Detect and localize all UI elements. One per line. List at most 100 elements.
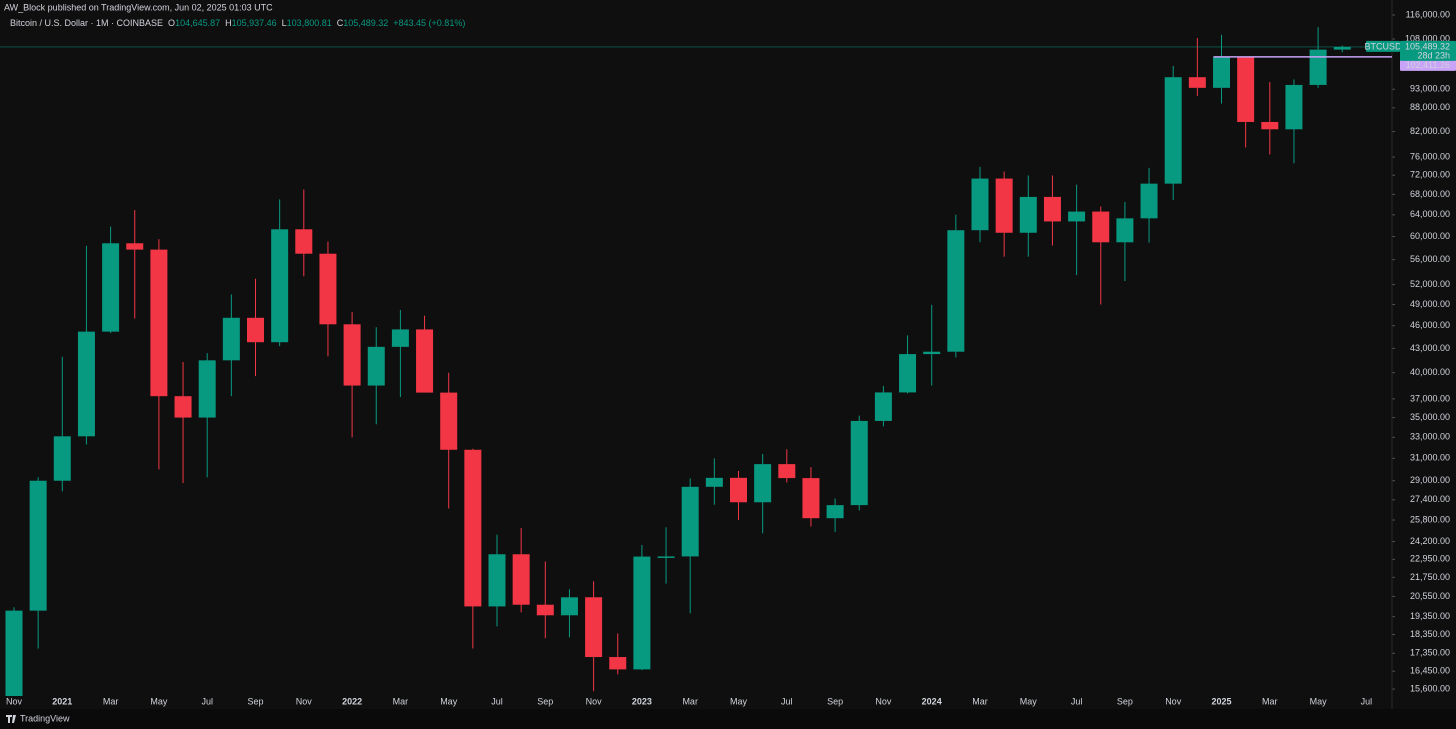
- x-tick-label: Mar: [393, 696, 409, 706]
- candle-body: [295, 229, 313, 254]
- brand: TradingView: [20, 713, 70, 723]
- x-tick-label: Nov: [1165, 696, 1182, 706]
- candle-body: [1309, 49, 1327, 85]
- y-tick-label: 27,400.00: [1410, 494, 1450, 504]
- candle-body: [923, 351, 941, 355]
- y-tick-label: 17,350.00: [1410, 648, 1450, 658]
- ohlc-label: L: [282, 18, 287, 28]
- last-price-box: [1400, 40, 1456, 61]
- candle-body: [874, 392, 892, 421]
- candle-body: [995, 178, 1013, 233]
- y-tick-label: 35,000.00: [1410, 412, 1450, 422]
- candle-body: [102, 243, 120, 332]
- x-tick-label: 2022: [342, 696, 362, 706]
- y-tick-label: 88,000.00: [1410, 102, 1450, 112]
- candle-body: [560, 597, 578, 616]
- candle-body: [826, 505, 844, 519]
- candle-body: [1116, 218, 1134, 243]
- candle-body: [488, 554, 506, 607]
- x-tick-label: Nov: [586, 696, 603, 706]
- level-label-box: [1400, 59, 1456, 71]
- y-tick-label: 76,000.00: [1410, 151, 1450, 161]
- candle-body: [1043, 196, 1061, 222]
- ohlc-value: 105,489.32: [343, 18, 388, 28]
- candle-body: [174, 396, 192, 418]
- y-tick-label: 82,000.00: [1410, 126, 1450, 136]
- x-tick-label: Sep: [537, 696, 553, 706]
- x-tick-label: May: [1020, 696, 1038, 706]
- symbol-title: Bitcoin / U.S. Dollar · 1M · COINBASE: [10, 18, 163, 28]
- candle-body: [391, 329, 409, 347]
- x-tick-label: May: [440, 696, 458, 706]
- candle-body: [585, 597, 603, 658]
- y-tick-label: 49,000.00: [1410, 299, 1450, 309]
- candle-body: [1213, 56, 1230, 88]
- candle-body: [198, 360, 216, 418]
- y-tick-label: 25,800.00: [1410, 514, 1450, 524]
- y-tick-label: 31,000.00: [1410, 453, 1450, 463]
- x-tick-label: May: [1310, 696, 1328, 706]
- last-price-label: 105,489.32: [1405, 41, 1450, 51]
- y-tick-label: 116,000.00: [1406, 9, 1450, 19]
- x-tick-label: 2025: [1211, 696, 1231, 706]
- y-tick-label: 40,000.00: [1410, 367, 1450, 377]
- ohlc-value: 104,645.87: [175, 18, 220, 28]
- y-tick-label: 93,000.00: [1410, 84, 1450, 94]
- candle-body: [1237, 56, 1255, 122]
- x-tick-label: Mar: [972, 696, 988, 706]
- x-tick-label: Mar: [682, 696, 698, 706]
- y-tick-label: 19,350.00: [1410, 611, 1450, 621]
- y-tick-label: 43,000.00: [1410, 343, 1450, 353]
- plot-area: [5, 27, 1351, 696]
- candle-body: [5, 610, 23, 696]
- ohlc-value: 105,937.46: [232, 18, 277, 28]
- x-tick-label: 2021: [52, 696, 72, 706]
- candle-body: [730, 477, 747, 503]
- ohlc-label: C: [337, 18, 344, 28]
- x-tick-label: Mar: [103, 696, 119, 706]
- ohlc-label: O: [168, 18, 175, 28]
- change: +843.45 (+0.81%): [393, 18, 465, 28]
- candle-body: [416, 329, 434, 393]
- chart-legend: Bitcoin / U.S. Dollar · 1M · COINBASE O10…: [10, 18, 465, 28]
- x-tick-label: Sep: [827, 696, 843, 706]
- x-tick-label: Jul: [201, 696, 213, 706]
- candle-body: [850, 420, 868, 506]
- candle-body: [247, 317, 264, 343]
- level-label: 102,411.26: [1406, 60, 1450, 70]
- x-tick-label: Jul: [1361, 696, 1373, 706]
- y-tick-label: 15,600.00: [1410, 683, 1450, 693]
- y-tick-label: 24,200.00: [1410, 536, 1450, 546]
- y-tick-label: 64,000.00: [1410, 209, 1450, 219]
- candle-body: [271, 229, 289, 343]
- candle-body: [899, 354, 917, 393]
- candle-body: [536, 604, 554, 616]
- x-tick-label: May: [150, 696, 168, 706]
- candle-body: [126, 243, 144, 250]
- y-tick-label: 22,950.00: [1410, 554, 1450, 564]
- symbol-tag-box: [1366, 40, 1400, 52]
- publisher: AW_Block published on TradingView.com, J…: [4, 2, 273, 12]
- candle-body: [1333, 46, 1351, 50]
- candle-body: [367, 346, 385, 386]
- x-tick-label: Jul: [781, 696, 793, 706]
- candle-body: [1261, 121, 1279, 130]
- candle-body: [440, 392, 458, 450]
- candle-body: [1140, 183, 1158, 219]
- x-tick-label: 2024: [922, 696, 942, 706]
- candle-body: [222, 317, 240, 361]
- y-tick-label: 33,000.00: [1410, 432, 1450, 442]
- y-tick-label: 21,750.00: [1410, 572, 1450, 582]
- candle-body: [681, 486, 699, 557]
- candle-body: [802, 478, 820, 519]
- ohlc-label: H: [225, 18, 232, 28]
- y-tick-label: 20,550.00: [1410, 591, 1450, 601]
- y-tick-label: 108,000.00: [1405, 33, 1450, 43]
- candle-body: [150, 249, 168, 397]
- candle-body: [343, 324, 361, 386]
- candle-body: [1164, 77, 1182, 184]
- candle-body: [705, 477, 723, 487]
- y-tick-label: 29,000.00: [1410, 475, 1450, 485]
